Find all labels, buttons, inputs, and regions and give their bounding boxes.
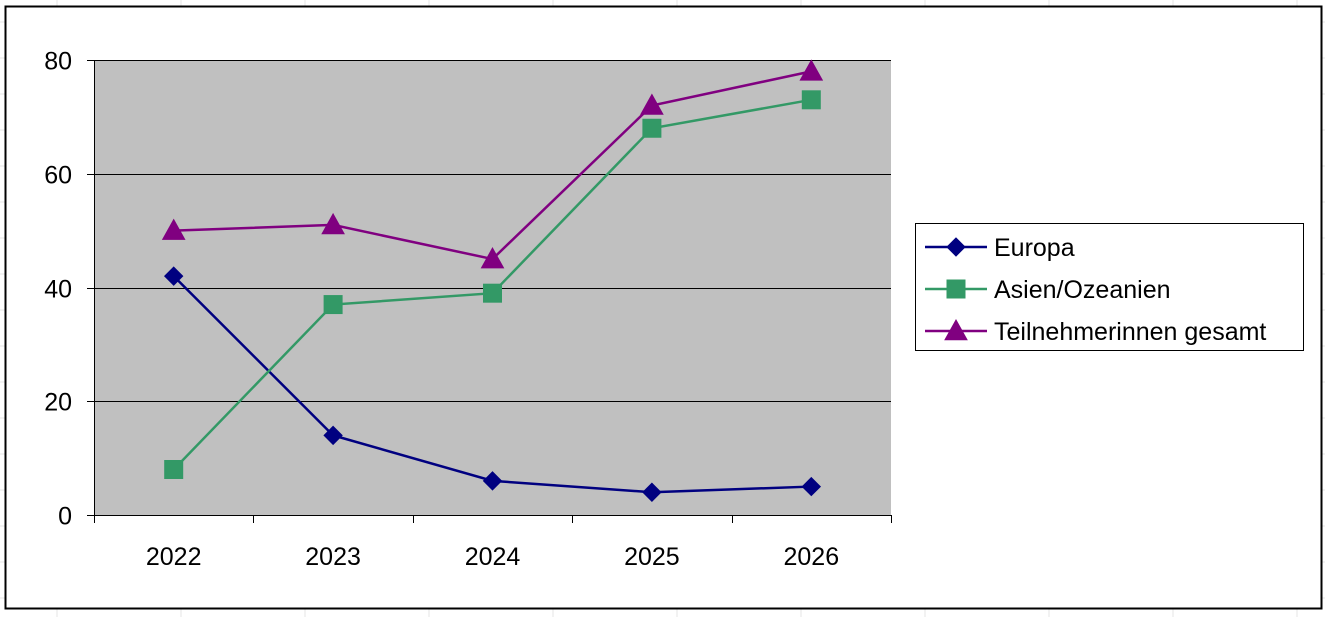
data-point — [321, 212, 345, 235]
y-tick-label: 80 — [44, 48, 72, 76]
legend-items: Europa Asien/Ozeanien Teilnehmerinnen gesa… — [925, 234, 1266, 346]
x-tick-label: 2025 — [624, 543, 680, 571]
legend-label: Europa — [994, 234, 1075, 262]
y-tick-label: 0 — [58, 503, 72, 531]
data-point — [161, 218, 186, 240]
data-point — [642, 482, 662, 502]
data-point — [480, 247, 505, 269]
legend-label: Teilnehmerinnen gesamt — [994, 318, 1266, 346]
legend-marker-swatch — [946, 237, 966, 257]
legend-marker-swatch — [946, 279, 966, 299]
legend[interactable]: Europa Asien/Ozeanien Teilnehmerinnen gesa… — [915, 223, 1304, 351]
legend-box — [915, 223, 1304, 351]
x-tick-label: 2024 — [465, 543, 521, 571]
x-tick-label: 2023 — [305, 543, 361, 571]
data-point — [323, 295, 343, 315]
y-tick-label: 40 — [44, 276, 72, 304]
data-point — [482, 471, 503, 491]
legend-entry: Asien/Ozeanien — [925, 276, 1171, 304]
series-europa — [163, 266, 822, 502]
legend-label: Asien/Ozeanien — [994, 276, 1171, 304]
data-point — [483, 283, 502, 303]
data-point — [163, 266, 184, 286]
data-point — [799, 59, 824, 81]
y-tick-label: 60 — [44, 162, 72, 190]
data-point — [640, 93, 664, 115]
x-tick-label: 2022 — [146, 543, 202, 571]
data-point — [323, 425, 343, 446]
y-axis-tick-labels: 0 20 40 60 80 — [44, 48, 72, 531]
series-layer — [161, 59, 824, 502]
data-point — [642, 118, 662, 138]
legend-entry: Teilnehmerinnen gesamt — [925, 318, 1266, 346]
legend-entry: Europa — [925, 234, 1075, 262]
x-axis-tick-labels: 2022 2023 2024 2025 2026 — [146, 543, 839, 571]
series-asien-ozeanien — [164, 90, 821, 479]
y-tick-label: 20 — [44, 389, 72, 417]
data-point — [164, 460, 184, 479]
x-tick-label: 2026 — [783, 543, 839, 571]
data-point — [801, 90, 821, 110]
axes — [87, 60, 892, 523]
data-point — [801, 476, 822, 497]
legend-marker-swatch — [944, 318, 968, 341]
series-teilnehmerinnen-gesamt — [161, 59, 824, 269]
